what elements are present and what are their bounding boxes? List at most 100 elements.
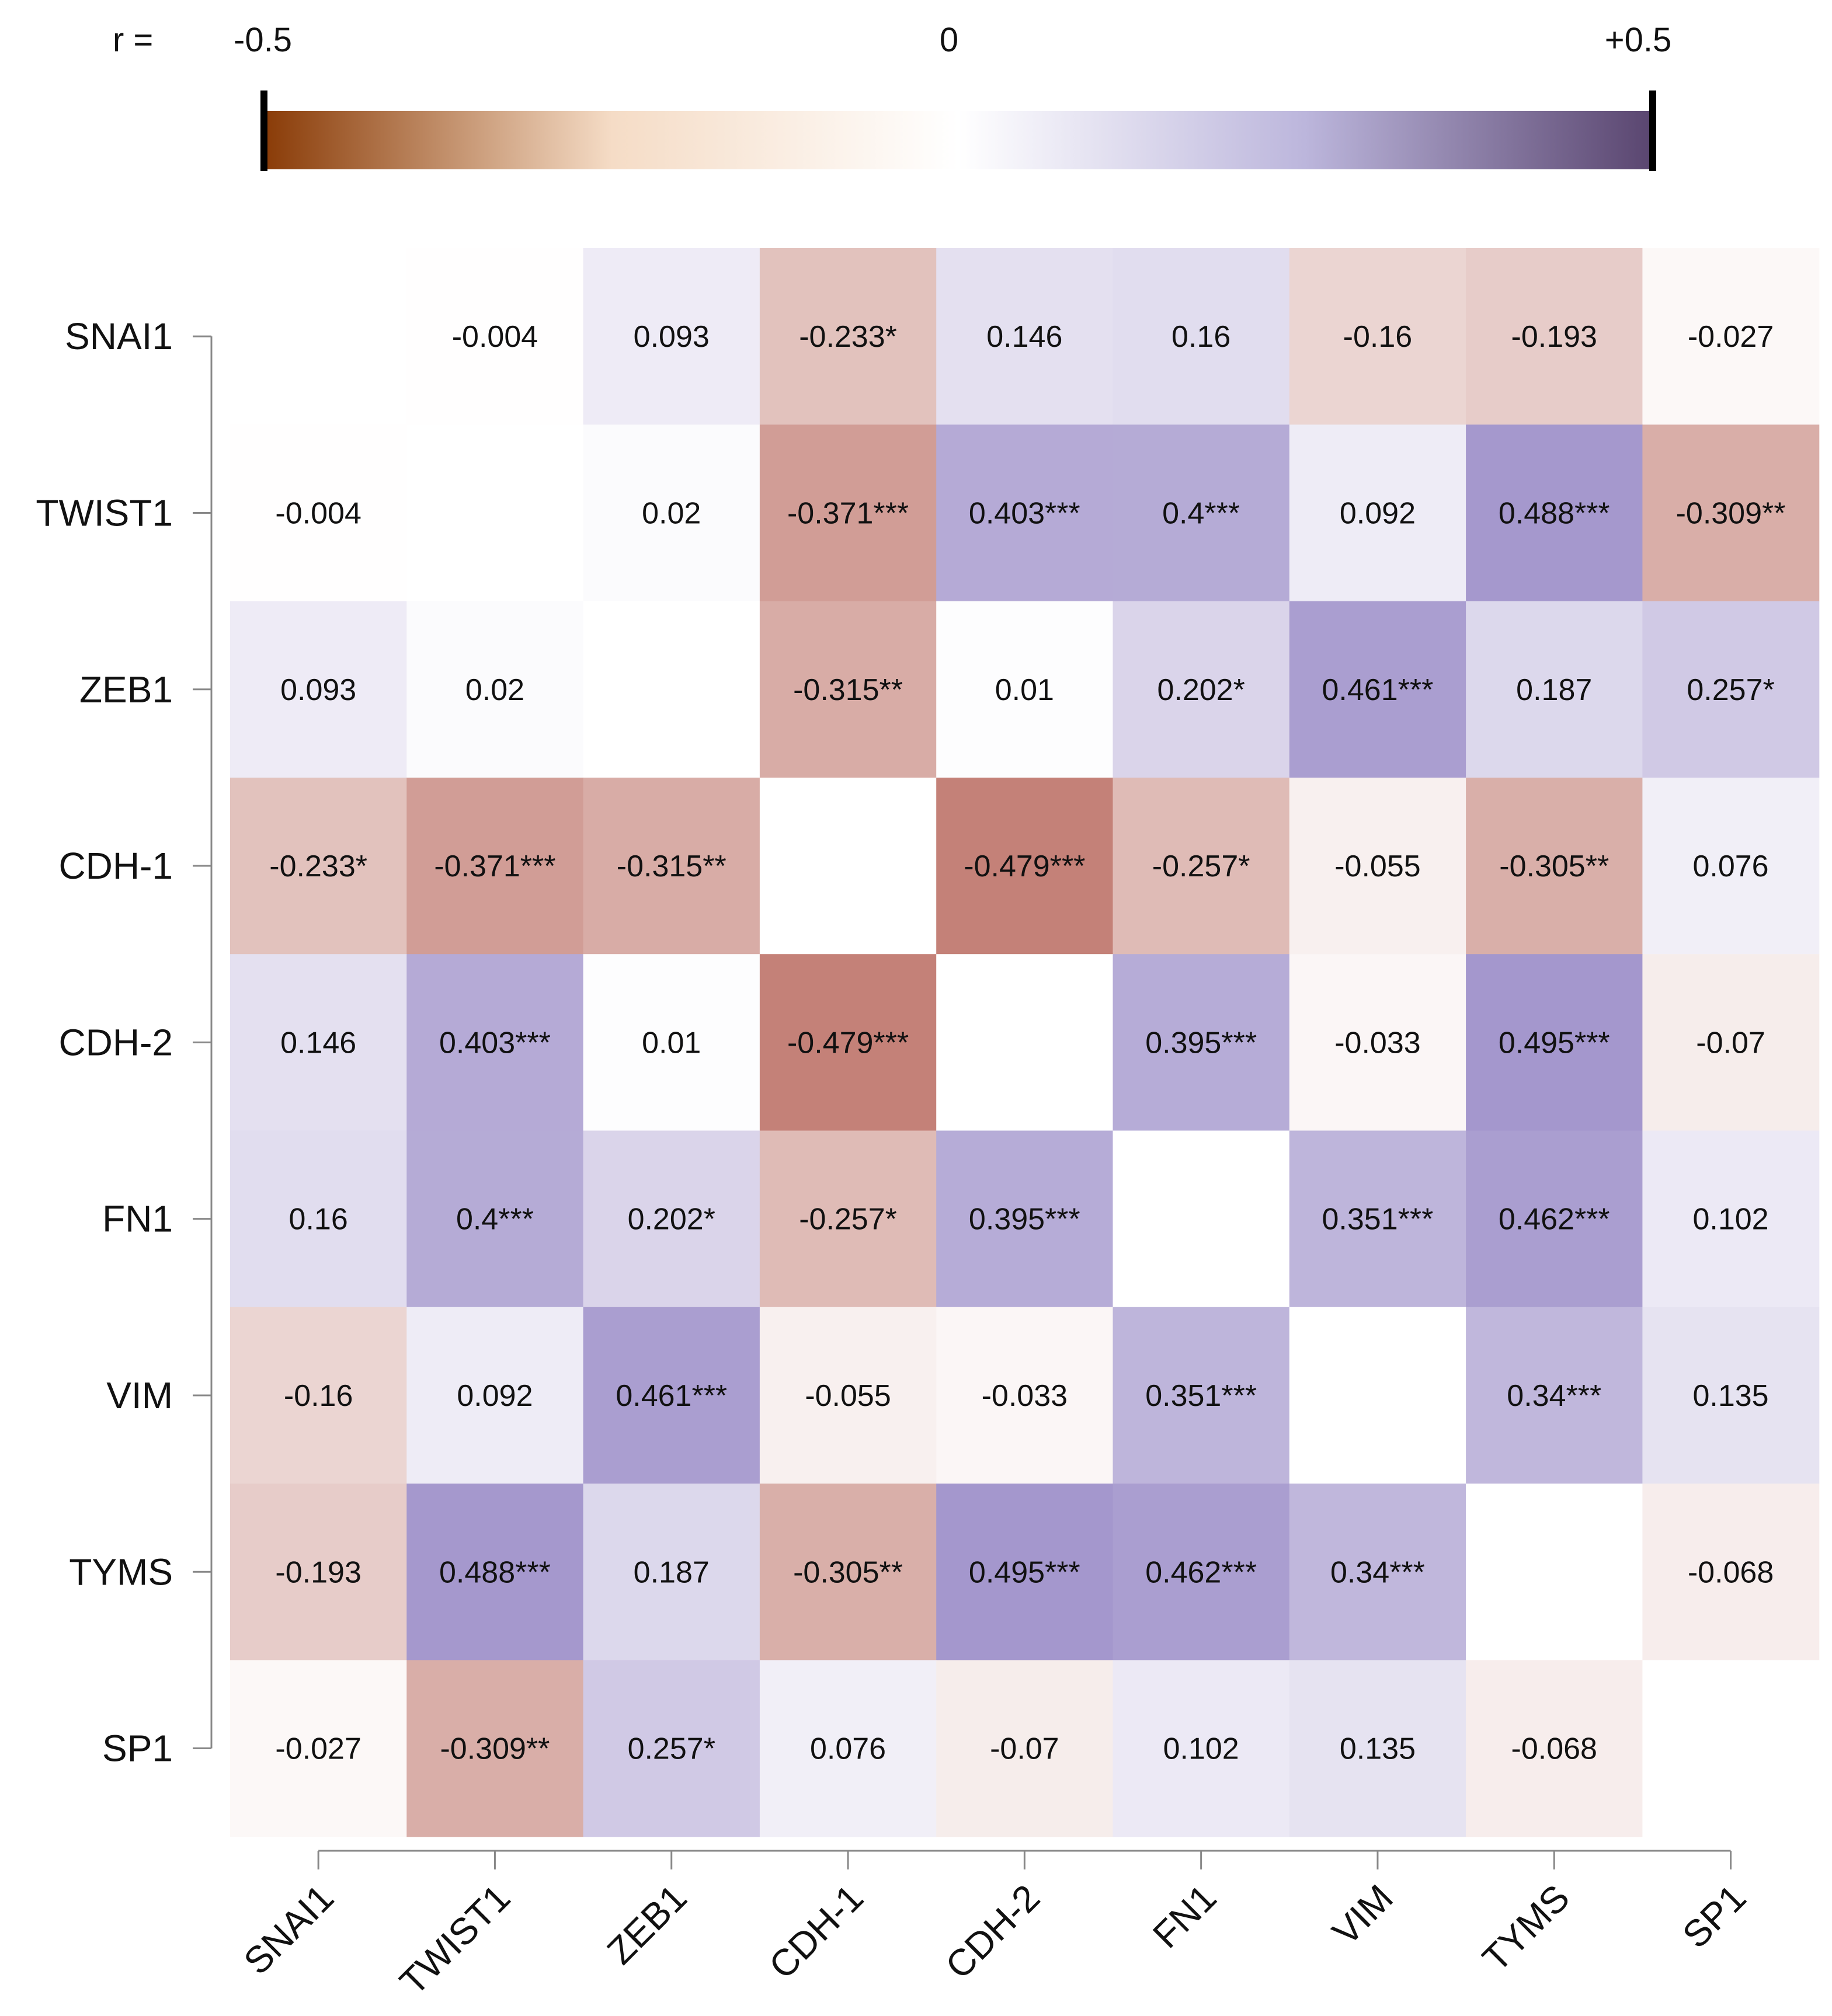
cell-value-label: 0.187 xyxy=(634,1555,710,1589)
heatmap-cell-SP1-VIM xyxy=(1289,1660,1466,1837)
cell-value-label: 0.146 xyxy=(280,1026,356,1060)
heatmap-cell-SP1-CDH-2 xyxy=(936,1660,1114,1837)
heatmap-cells xyxy=(230,248,1820,1837)
heatmap-cell-SNAI1-TYMS xyxy=(1466,248,1643,425)
heatmap-cell-SNAI1-SP1 xyxy=(1642,248,1820,425)
heatmap-cell-SP1-FN1 xyxy=(1113,1660,1290,1837)
cell-value-label: 0.257* xyxy=(1687,673,1774,707)
cell-value-label: 0.395*** xyxy=(1145,1026,1257,1060)
cell-value-label: -0.257* xyxy=(799,1203,897,1237)
heatmap-cell-TYMS-TYMS xyxy=(1466,1484,1643,1660)
cell-value-label: 0.135 xyxy=(1340,1732,1416,1766)
cell-value-label: 0.02 xyxy=(465,673,524,707)
heatmap-cell-VIM-TYMS xyxy=(1466,1307,1643,1484)
heatmap-cell-CDH-2-CDH-2 xyxy=(936,954,1114,1131)
heatmap-cell-VIM-CDH-1 xyxy=(759,1307,937,1484)
row-label-CDH-1: CDH-1 xyxy=(58,845,173,887)
colorbar-left-cap xyxy=(260,90,267,171)
colorbar-prefix: r = xyxy=(113,21,153,59)
heatmap-cell-ZEB1-SP1 xyxy=(1642,601,1820,778)
heatmap-cell-SNAI1-CDH-2 xyxy=(936,248,1114,425)
cell-value-label: 0.076 xyxy=(810,1732,886,1766)
cell-value-label: 0.4*** xyxy=(1162,496,1240,530)
cell-value-label: 0.257* xyxy=(628,1732,715,1766)
cell-value-label: 0.488*** xyxy=(439,1555,551,1589)
heatmap-cell-VIM-SNAI1 xyxy=(230,1307,407,1484)
heatmap-cell-FN1-TWIST1 xyxy=(406,1130,584,1308)
heatmap-cell-ZEB1-TWIST1 xyxy=(406,601,584,778)
cell-value-label: -0.315** xyxy=(793,673,903,707)
heatmap-cell-FN1-FN1 xyxy=(1113,1130,1290,1308)
heatmap-cell-CDH-1-VIM xyxy=(1289,777,1466,955)
colorbar-max-label: +0.5 xyxy=(1605,21,1672,59)
heatmap-cell-TWIST1-ZEB1 xyxy=(583,424,760,602)
heatmap-cell-SNAI1-CDH-1 xyxy=(759,248,937,425)
heatmap-cell-TYMS-FN1 xyxy=(1113,1484,1290,1660)
cell-value-label: -0.033 xyxy=(1334,1026,1420,1060)
cell-value-label: -0.309** xyxy=(1676,496,1786,530)
row-label-TYMS: TYMS xyxy=(69,1551,173,1593)
heatmap-cell-SP1-TWIST1 xyxy=(406,1660,584,1837)
cell-value-label: 0.02 xyxy=(642,496,701,530)
cell-value-label: 0.01 xyxy=(642,1026,701,1060)
heatmap-cell-VIM-TWIST1 xyxy=(406,1307,584,1484)
colorbar-mid-label: 0 xyxy=(940,21,958,59)
col-label-CDH-1: CDH-1 xyxy=(761,1876,871,1987)
heatmap-cell-FN1-TYMS xyxy=(1466,1130,1643,1308)
heatmap-cell-VIM-CDH-2 xyxy=(936,1307,1114,1484)
heatmap-cell-FN1-ZEB1 xyxy=(583,1130,760,1308)
colorbar-gradient xyxy=(266,111,1651,169)
cell-value-label: 0.092 xyxy=(457,1379,533,1413)
heatmap-cell-CDH-2-ZEB1 xyxy=(583,954,760,1131)
heatmap-cell-CDH-1-SNAI1 xyxy=(230,777,407,955)
cell-value-label: -0.004 xyxy=(275,496,361,530)
cell-value-label: 0.395*** xyxy=(969,1203,1080,1237)
row-label-ZEB1: ZEB1 xyxy=(79,668,173,711)
heatmap-cell-ZEB1-TYMS xyxy=(1466,601,1643,778)
cell-value-label: -0.257* xyxy=(1152,849,1250,883)
cell-value-label: -0.479*** xyxy=(787,1026,909,1060)
cell-value-label: -0.07 xyxy=(990,1732,1059,1766)
col-label-FN1: FN1 xyxy=(1145,1876,1224,1956)
cell-value-label: 0.403*** xyxy=(969,496,1080,530)
heatmap-cell-CDH-1-TYMS xyxy=(1466,777,1643,955)
cell-value-label: 0.102 xyxy=(1163,1732,1239,1766)
cell-value-label: 0.488*** xyxy=(1499,496,1610,530)
heatmap-cell-TYMS-SNAI1 xyxy=(230,1484,407,1660)
cell-value-label: 0.16 xyxy=(1171,320,1230,354)
cell-value-label: -0.371*** xyxy=(787,496,909,530)
cell-value-label: -0.309** xyxy=(440,1732,550,1766)
cell-value-label: 0.462*** xyxy=(1145,1555,1257,1589)
cell-value-label: -0.16 xyxy=(1343,320,1413,354)
cell-value-label: -0.07 xyxy=(1696,1026,1765,1060)
cell-value-label: 0.351*** xyxy=(1322,1203,1434,1237)
cell-value-label: 0.102 xyxy=(1692,1203,1768,1237)
col-label-ZEB1: ZEB1 xyxy=(599,1876,695,1972)
cell-value-label: 0.202* xyxy=(1157,673,1244,707)
heatmap-cell-SP1-ZEB1 xyxy=(583,1660,760,1837)
heatmap-cell-TWIST1-VIM xyxy=(1289,424,1466,602)
col-label-SP1: SP1 xyxy=(1674,1876,1754,1956)
heatmap-cell-CDH-2-CDH-1 xyxy=(759,954,937,1131)
heatmap-cell-CDH-2-SP1 xyxy=(1642,954,1820,1131)
heatmap-cell-TWIST1-SP1 xyxy=(1642,424,1820,602)
cell-value-label: 0.01 xyxy=(995,673,1054,707)
cell-value-label: -0.027 xyxy=(1688,320,1774,354)
col-label-TYMS: TYMS xyxy=(1475,1876,1578,1980)
heatmap-cell-VIM-SP1 xyxy=(1642,1307,1820,1484)
heatmap-cell-CDH-2-TWIST1 xyxy=(406,954,584,1131)
cell-value-label: -0.055 xyxy=(1334,849,1420,883)
colorbar-right-cap xyxy=(1649,90,1656,171)
heatmap-cell-TWIST1-TYMS xyxy=(1466,424,1643,602)
heatmap-cell-CDH-2-VIM xyxy=(1289,954,1466,1131)
cell-value-label: 0.495*** xyxy=(969,1555,1080,1589)
cell-value-label: 0.135 xyxy=(1692,1379,1768,1413)
cell-value-label: -0.305** xyxy=(1499,849,1609,883)
cell-value-label: 0.34*** xyxy=(1330,1555,1425,1589)
row-label-SP1: SP1 xyxy=(102,1728,173,1770)
heatmap-cell-CDH-2-FN1 xyxy=(1113,954,1290,1131)
col-label-VIM: VIM xyxy=(1324,1876,1400,1953)
heatmap-cell-TWIST1-CDH-2 xyxy=(936,424,1114,602)
heatmap-cell-SNAI1-SNAI1 xyxy=(230,248,407,425)
